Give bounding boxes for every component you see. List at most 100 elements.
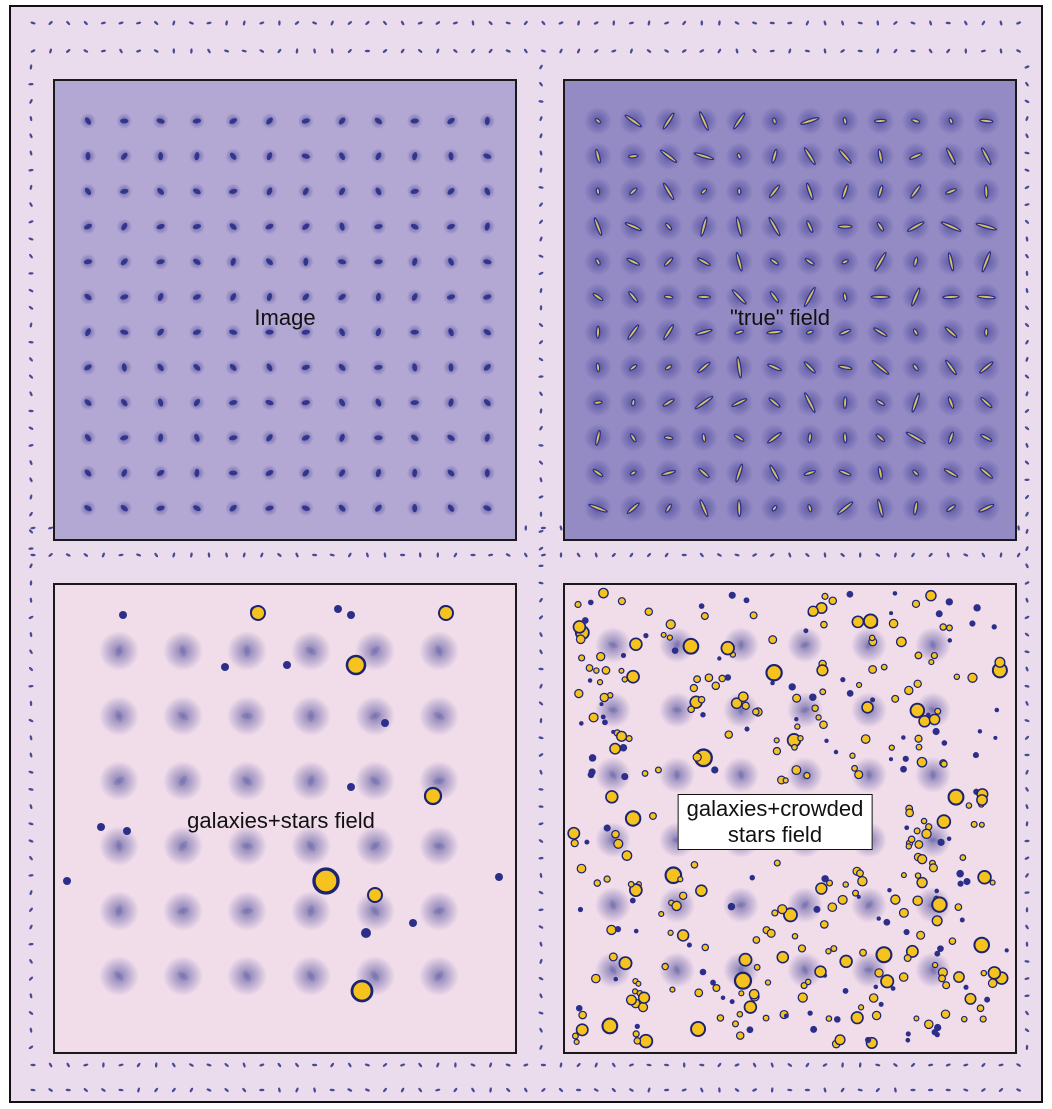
galaxy [121,222,128,231]
star [671,900,682,912]
border-galaxy [611,49,617,53]
star [980,969,988,977]
border-galaxy [681,49,687,53]
galaxy-halo [99,761,139,801]
dark-star [600,714,606,720]
star [603,875,611,883]
galaxy [305,646,317,656]
galaxy [374,259,383,265]
border-galaxy [172,1062,176,1068]
galaxy [121,363,127,372]
galaxy [871,360,890,375]
star [859,948,867,957]
border-galaxy [347,1088,353,1092]
border-galaxy [538,701,544,706]
border-galaxy [28,444,34,447]
star [749,611,758,620]
galaxy [192,294,201,300]
dark-star [809,693,817,701]
galaxy [192,118,202,124]
galaxy [447,434,455,441]
border-galaxy [538,976,544,981]
star [989,879,996,886]
galaxy [593,217,603,236]
star [678,891,688,901]
border-galaxy [102,1062,105,1068]
star [693,675,702,684]
border-galaxy [30,21,36,25]
border-galaxy [539,219,543,224]
star [916,756,928,768]
galaxy-halo [787,627,823,663]
galaxy-halo [915,627,951,663]
galaxy [945,188,957,195]
galaxy [448,363,454,372]
galaxy [911,118,921,124]
border-galaxy [83,1088,88,1092]
galaxy [375,328,382,337]
star [738,990,745,997]
galaxy [662,112,675,130]
star [948,937,957,945]
border-galaxy [1025,563,1029,569]
border-galaxy [278,1087,281,1093]
galaxy [805,182,814,201]
galaxy [483,364,491,371]
star [791,743,798,751]
galaxy [192,224,202,230]
galaxy [446,294,456,300]
galaxy [241,842,253,850]
border-galaxy [1025,339,1029,345]
border-galaxy [538,925,544,929]
panel-image: Image [53,79,517,541]
galaxy-halo [787,952,823,988]
star [931,961,939,969]
dark-star [902,755,909,762]
galaxy [838,148,852,164]
border-galaxy [154,1087,159,1093]
border-galaxy [769,21,775,25]
border-galaxy [506,1087,511,1093]
border-galaxy [29,632,33,638]
galaxy-halo [291,826,331,866]
star [632,1030,640,1038]
galaxy [243,970,251,982]
border-galaxy [277,1062,282,1068]
border-galaxy [470,553,476,557]
star [575,634,586,645]
dark-star [876,916,881,921]
star [852,889,860,897]
border-galaxy [752,1088,757,1092]
star [960,1015,968,1023]
border-galaxy [539,150,543,156]
border-galaxy [190,48,193,54]
border-galaxy [538,856,544,860]
border-galaxy [524,48,528,54]
galaxy [483,329,492,336]
border-galaxy [858,1062,862,1068]
border-galaxy [999,552,1003,558]
border-galaxy [436,48,440,54]
star [880,663,888,671]
galaxy [624,222,642,232]
border-galaxy [1016,21,1022,25]
border-galaxy [770,1062,774,1068]
star [574,600,582,609]
border-galaxy [259,1063,265,1067]
galaxy [803,286,816,308]
galaxy [339,187,346,196]
galaxy [661,470,677,476]
star [764,979,772,986]
galaxy [769,290,780,304]
galaxy [733,112,746,130]
galaxy [242,776,252,786]
star [618,667,625,674]
border-galaxy [30,1088,36,1092]
galaxy [410,400,419,406]
galaxy [875,433,886,443]
star [947,788,965,806]
border-galaxy [910,1062,916,1068]
star [880,974,895,989]
galaxy-halo [227,761,267,801]
border-galaxy [435,1088,441,1092]
